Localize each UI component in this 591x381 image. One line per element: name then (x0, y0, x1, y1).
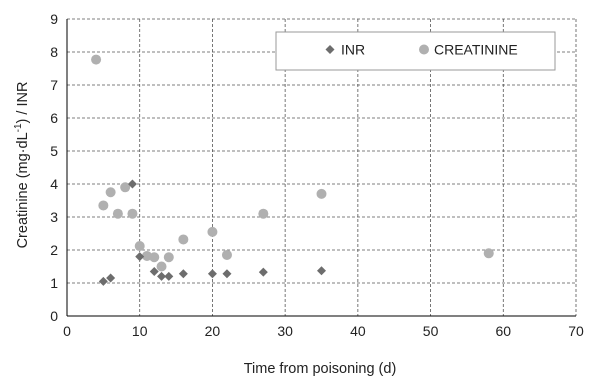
x-tick-label: 0 (63, 323, 71, 339)
creatinine-point (163, 252, 174, 263)
inr-point (258, 267, 268, 277)
x-tick-label: 50 (423, 323, 439, 339)
inr-point (222, 269, 232, 279)
inr-point (149, 266, 159, 276)
inr-point (135, 252, 145, 262)
legend-inr-marker (325, 45, 335, 54)
creatinine-point (156, 261, 167, 272)
creatinine-point (207, 226, 218, 237)
inr-point (157, 271, 167, 281)
y-tick-label: 3 (50, 209, 58, 225)
creatinine-point (127, 208, 138, 219)
creatinine-point (149, 252, 160, 263)
y-tick-label: 4 (50, 176, 58, 192)
creatinine-point (221, 249, 232, 260)
x-tick-label: 10 (132, 323, 148, 339)
creatinine-point (316, 188, 327, 199)
axes (66, 19, 576, 317)
x-tick-label: 20 (205, 323, 221, 339)
creatinine-point (120, 182, 131, 193)
legend-creatinine-label: CREATININE (434, 42, 518, 58)
creatinine-point (105, 187, 116, 198)
y-axis-title: Creatinine (mg·dL-1) / INR (13, 82, 31, 249)
creatinine-point (258, 208, 269, 219)
x-tick-label: 70 (568, 323, 584, 339)
y-axis-title-main: Creatinine (mg·dL (15, 132, 31, 248)
y-tick-label: 6 (50, 110, 58, 126)
inr-point (178, 269, 188, 279)
inr-point (164, 271, 174, 281)
data-points (91, 54, 494, 286)
inr-point (207, 269, 217, 279)
y-axis-title-suffix: ) / INR (15, 82, 31, 124)
creatinine-point (98, 200, 109, 211)
x-tick-label: 40 (350, 323, 366, 339)
tick-labels: 0 1 2 3 4 5 6 7 8 9 0 10 20 30 40 50 60 70 (50, 11, 584, 339)
y-tick-label: 0 (50, 308, 58, 324)
y-tick-label: 1 (50, 275, 58, 291)
inr-point (317, 266, 326, 276)
creatinine-point (91, 54, 102, 65)
y-tick-label: 7 (50, 77, 58, 93)
x-tick-label: 30 (277, 323, 293, 339)
y-axis-title-exponent: -1 (13, 123, 24, 132)
inr-point (127, 179, 137, 189)
creatinine-point (134, 241, 145, 252)
legend-creatinine-marker (419, 44, 429, 55)
legend-inr-label: INR (341, 42, 365, 58)
creatinine-point (483, 248, 494, 259)
legend-box (275, 31, 556, 71)
y-tick-label: 9 (50, 11, 58, 27)
inr-point (106, 273, 116, 283)
creatinine-point (178, 234, 189, 245)
y-tick-label: 8 (50, 44, 58, 60)
legend: INR CREATININE (275, 31, 556, 71)
grid (67, 18, 577, 316)
y-tick-label: 5 (50, 143, 58, 159)
x-tick-label: 60 (495, 323, 511, 339)
y-tick-label: 2 (50, 242, 58, 258)
x-axis-title: Time from poisoning (d) (244, 361, 397, 377)
inr-point (98, 276, 108, 286)
creatinine-point (112, 208, 123, 219)
